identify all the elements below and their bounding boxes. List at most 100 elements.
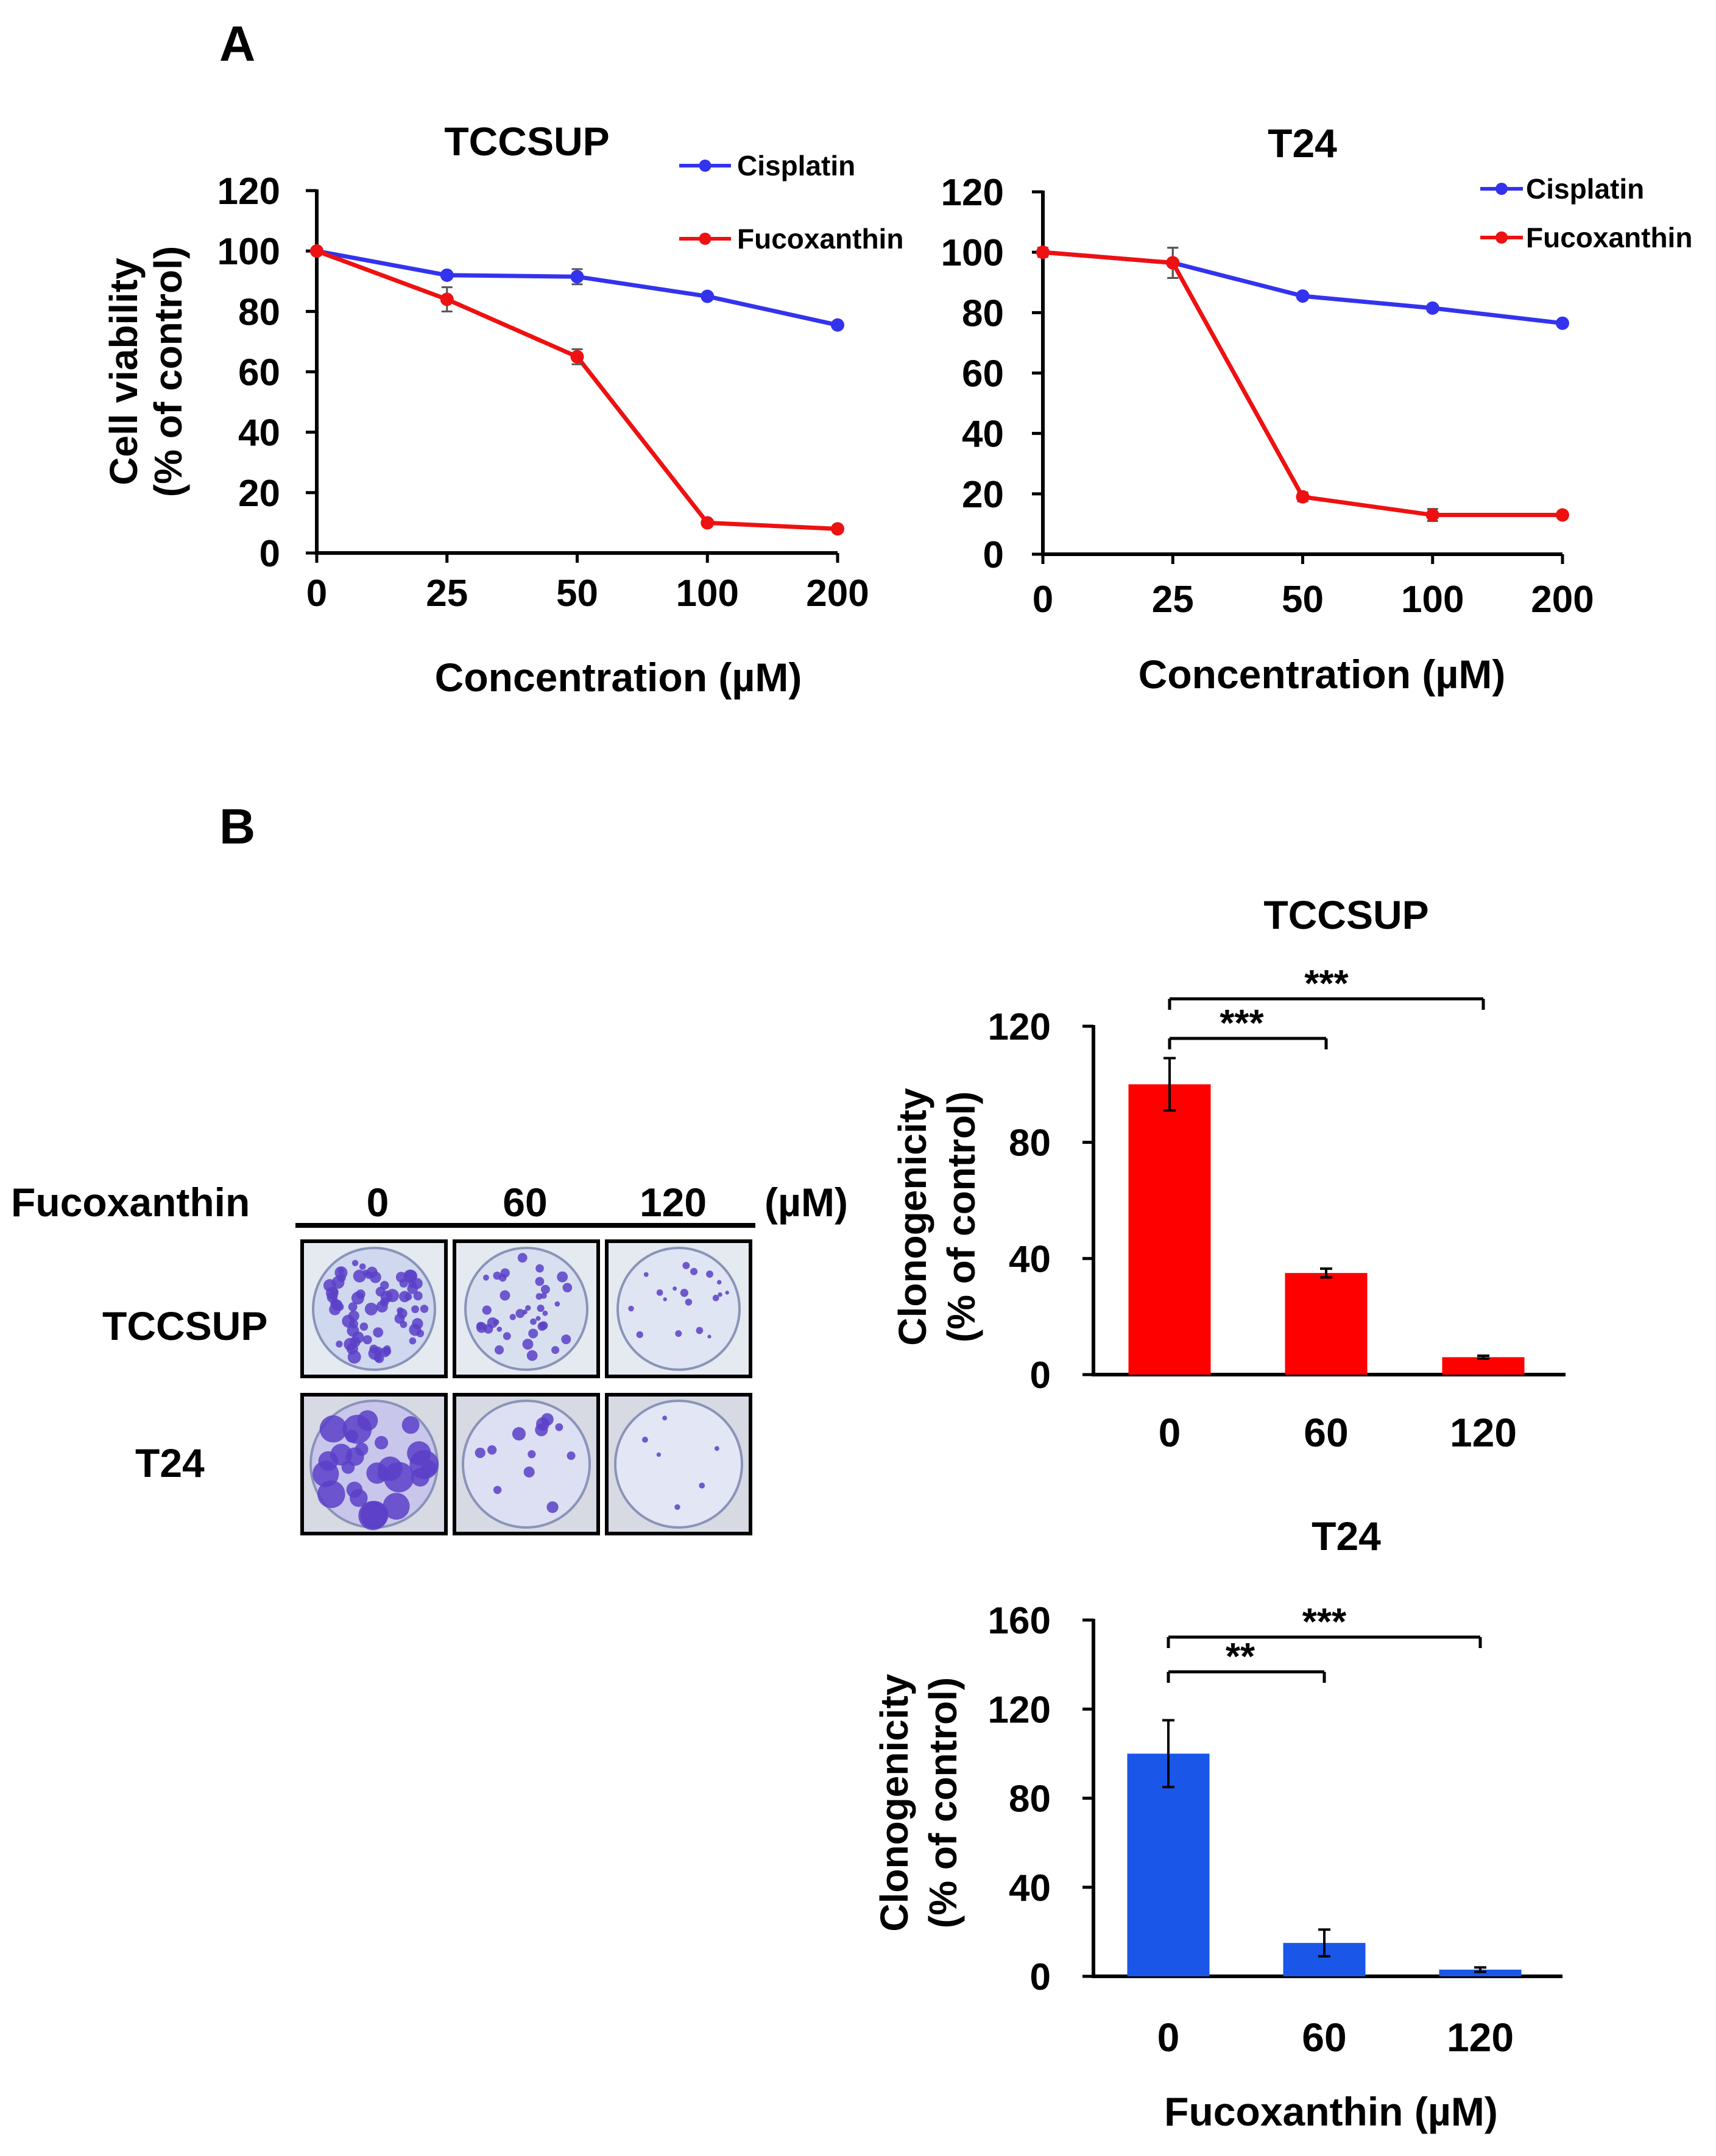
y-tick-label: 60 bbox=[238, 352, 280, 394]
y-tick-label: 0 bbox=[260, 533, 280, 575]
colony bbox=[628, 1305, 634, 1312]
colony bbox=[673, 1286, 677, 1291]
colony bbox=[714, 1446, 719, 1451]
colony bbox=[487, 1445, 497, 1455]
x-tick-label: 200 bbox=[1531, 579, 1594, 621]
colony bbox=[699, 1482, 705, 1489]
colony bbox=[319, 1415, 347, 1443]
colony bbox=[682, 1262, 690, 1269]
colony bbox=[656, 1289, 663, 1296]
data-point-fucoxanthin bbox=[701, 516, 715, 530]
x-axis-label: Concentration (µM) bbox=[1139, 652, 1506, 697]
chart-title: T24 bbox=[1312, 1513, 1381, 1559]
data-point-cisplatin bbox=[831, 318, 844, 332]
colony bbox=[377, 1467, 391, 1481]
y-tick-label: 120 bbox=[988, 1006, 1051, 1048]
plate-row-label-t24: T24 bbox=[135, 1440, 205, 1485]
x-tick-label: 60 bbox=[1304, 1410, 1348, 1455]
y-tick-label: 100 bbox=[941, 232, 1004, 274]
colony bbox=[503, 1332, 511, 1340]
x-tick-label: 0 bbox=[1157, 2015, 1180, 2060]
data-point-fucoxanthin bbox=[1166, 256, 1180, 270]
x-tick-label: 100 bbox=[1401, 579, 1464, 621]
series-line-cisplatin bbox=[1042, 250, 1563, 326]
colony bbox=[397, 1308, 408, 1319]
data-point-fucoxanthin bbox=[310, 244, 323, 258]
colony bbox=[522, 1339, 534, 1350]
colony bbox=[399, 1278, 408, 1288]
colony bbox=[482, 1305, 492, 1315]
colony bbox=[562, 1283, 573, 1292]
data-point-fucoxanthin bbox=[1036, 245, 1050, 259]
colony bbox=[493, 1485, 502, 1495]
y-tick-label: 80 bbox=[962, 292, 1004, 334]
y-tick-label: 80 bbox=[1009, 1122, 1051, 1164]
colony bbox=[540, 1292, 547, 1299]
colony bbox=[351, 1259, 359, 1267]
data-point-fucoxanthin bbox=[440, 292, 454, 306]
y-tick-label: 40 bbox=[1009, 1238, 1051, 1280]
colony bbox=[420, 1460, 437, 1476]
legend-marker bbox=[1495, 231, 1508, 244]
colony bbox=[509, 1314, 516, 1320]
data-point-cisplatin bbox=[1425, 301, 1439, 315]
y-axis-label: Clonogenicity bbox=[872, 1674, 916, 1932]
panel-label-a: A bbox=[219, 16, 255, 72]
colony bbox=[383, 1493, 410, 1520]
colony bbox=[725, 1291, 729, 1295]
colony bbox=[376, 1300, 388, 1313]
colony bbox=[493, 1271, 501, 1280]
colony bbox=[512, 1427, 526, 1441]
data-point-fucoxanthin bbox=[570, 350, 584, 364]
colony bbox=[642, 1436, 648, 1443]
panel-label-b: B bbox=[219, 799, 255, 854]
colony bbox=[358, 1501, 388, 1531]
colony bbox=[680, 1289, 689, 1297]
significance-label: ** bbox=[1226, 1636, 1255, 1678]
colony bbox=[707, 1334, 711, 1339]
colony bbox=[369, 1271, 381, 1283]
colony bbox=[496, 1326, 503, 1332]
x-tick-label: 0 bbox=[306, 572, 327, 615]
colony bbox=[551, 1346, 560, 1355]
chart-clonogenicity-tccsup: TCCSUP 0 40 80 120 Clonogenicity (% of control… bbox=[891, 892, 1566, 1455]
bar bbox=[1128, 1084, 1211, 1375]
x-tick-label: 0 bbox=[1159, 1410, 1181, 1455]
plate-unit: (µM) bbox=[764, 1180, 848, 1225]
data-point-fucoxanthin bbox=[1425, 508, 1439, 522]
y-axis-label-unit: (% of control) bbox=[921, 1677, 965, 1928]
colony bbox=[716, 1280, 722, 1285]
colony bbox=[706, 1270, 713, 1278]
plate-treatment-label: Fucoxanthin bbox=[11, 1180, 250, 1225]
y-tick-label: 120 bbox=[941, 172, 1004, 214]
colony bbox=[386, 1289, 399, 1302]
y-axis-label-unit: (% of control) bbox=[146, 246, 190, 497]
legend-marker bbox=[699, 233, 711, 245]
colony bbox=[537, 1305, 545, 1312]
colony bbox=[567, 1451, 576, 1460]
y-tick-label: 20 bbox=[962, 474, 1004, 516]
x-tick-label: 120 bbox=[1447, 2015, 1514, 2060]
colony bbox=[542, 1310, 548, 1316]
y-tick-label: 40 bbox=[1009, 1867, 1051, 1909]
colony bbox=[375, 1436, 389, 1450]
x-tick-label: 200 bbox=[806, 572, 869, 615]
colony bbox=[500, 1290, 510, 1301]
colony bbox=[482, 1274, 489, 1281]
y-tick-label: 40 bbox=[238, 412, 280, 454]
y-tick-label: 80 bbox=[238, 291, 280, 333]
colony bbox=[546, 1501, 559, 1513]
colony bbox=[317, 1480, 345, 1509]
colony bbox=[334, 1266, 348, 1280]
colony bbox=[331, 1276, 345, 1289]
colony bbox=[359, 1263, 366, 1270]
bar bbox=[1127, 1753, 1210, 1976]
colony bbox=[401, 1416, 420, 1434]
colony bbox=[349, 1319, 358, 1329]
legend-label: Fucoxanthin bbox=[737, 223, 903, 255]
colony bbox=[535, 1264, 544, 1273]
colony bbox=[663, 1297, 667, 1302]
colony bbox=[555, 1423, 563, 1431]
colony bbox=[530, 1318, 537, 1325]
